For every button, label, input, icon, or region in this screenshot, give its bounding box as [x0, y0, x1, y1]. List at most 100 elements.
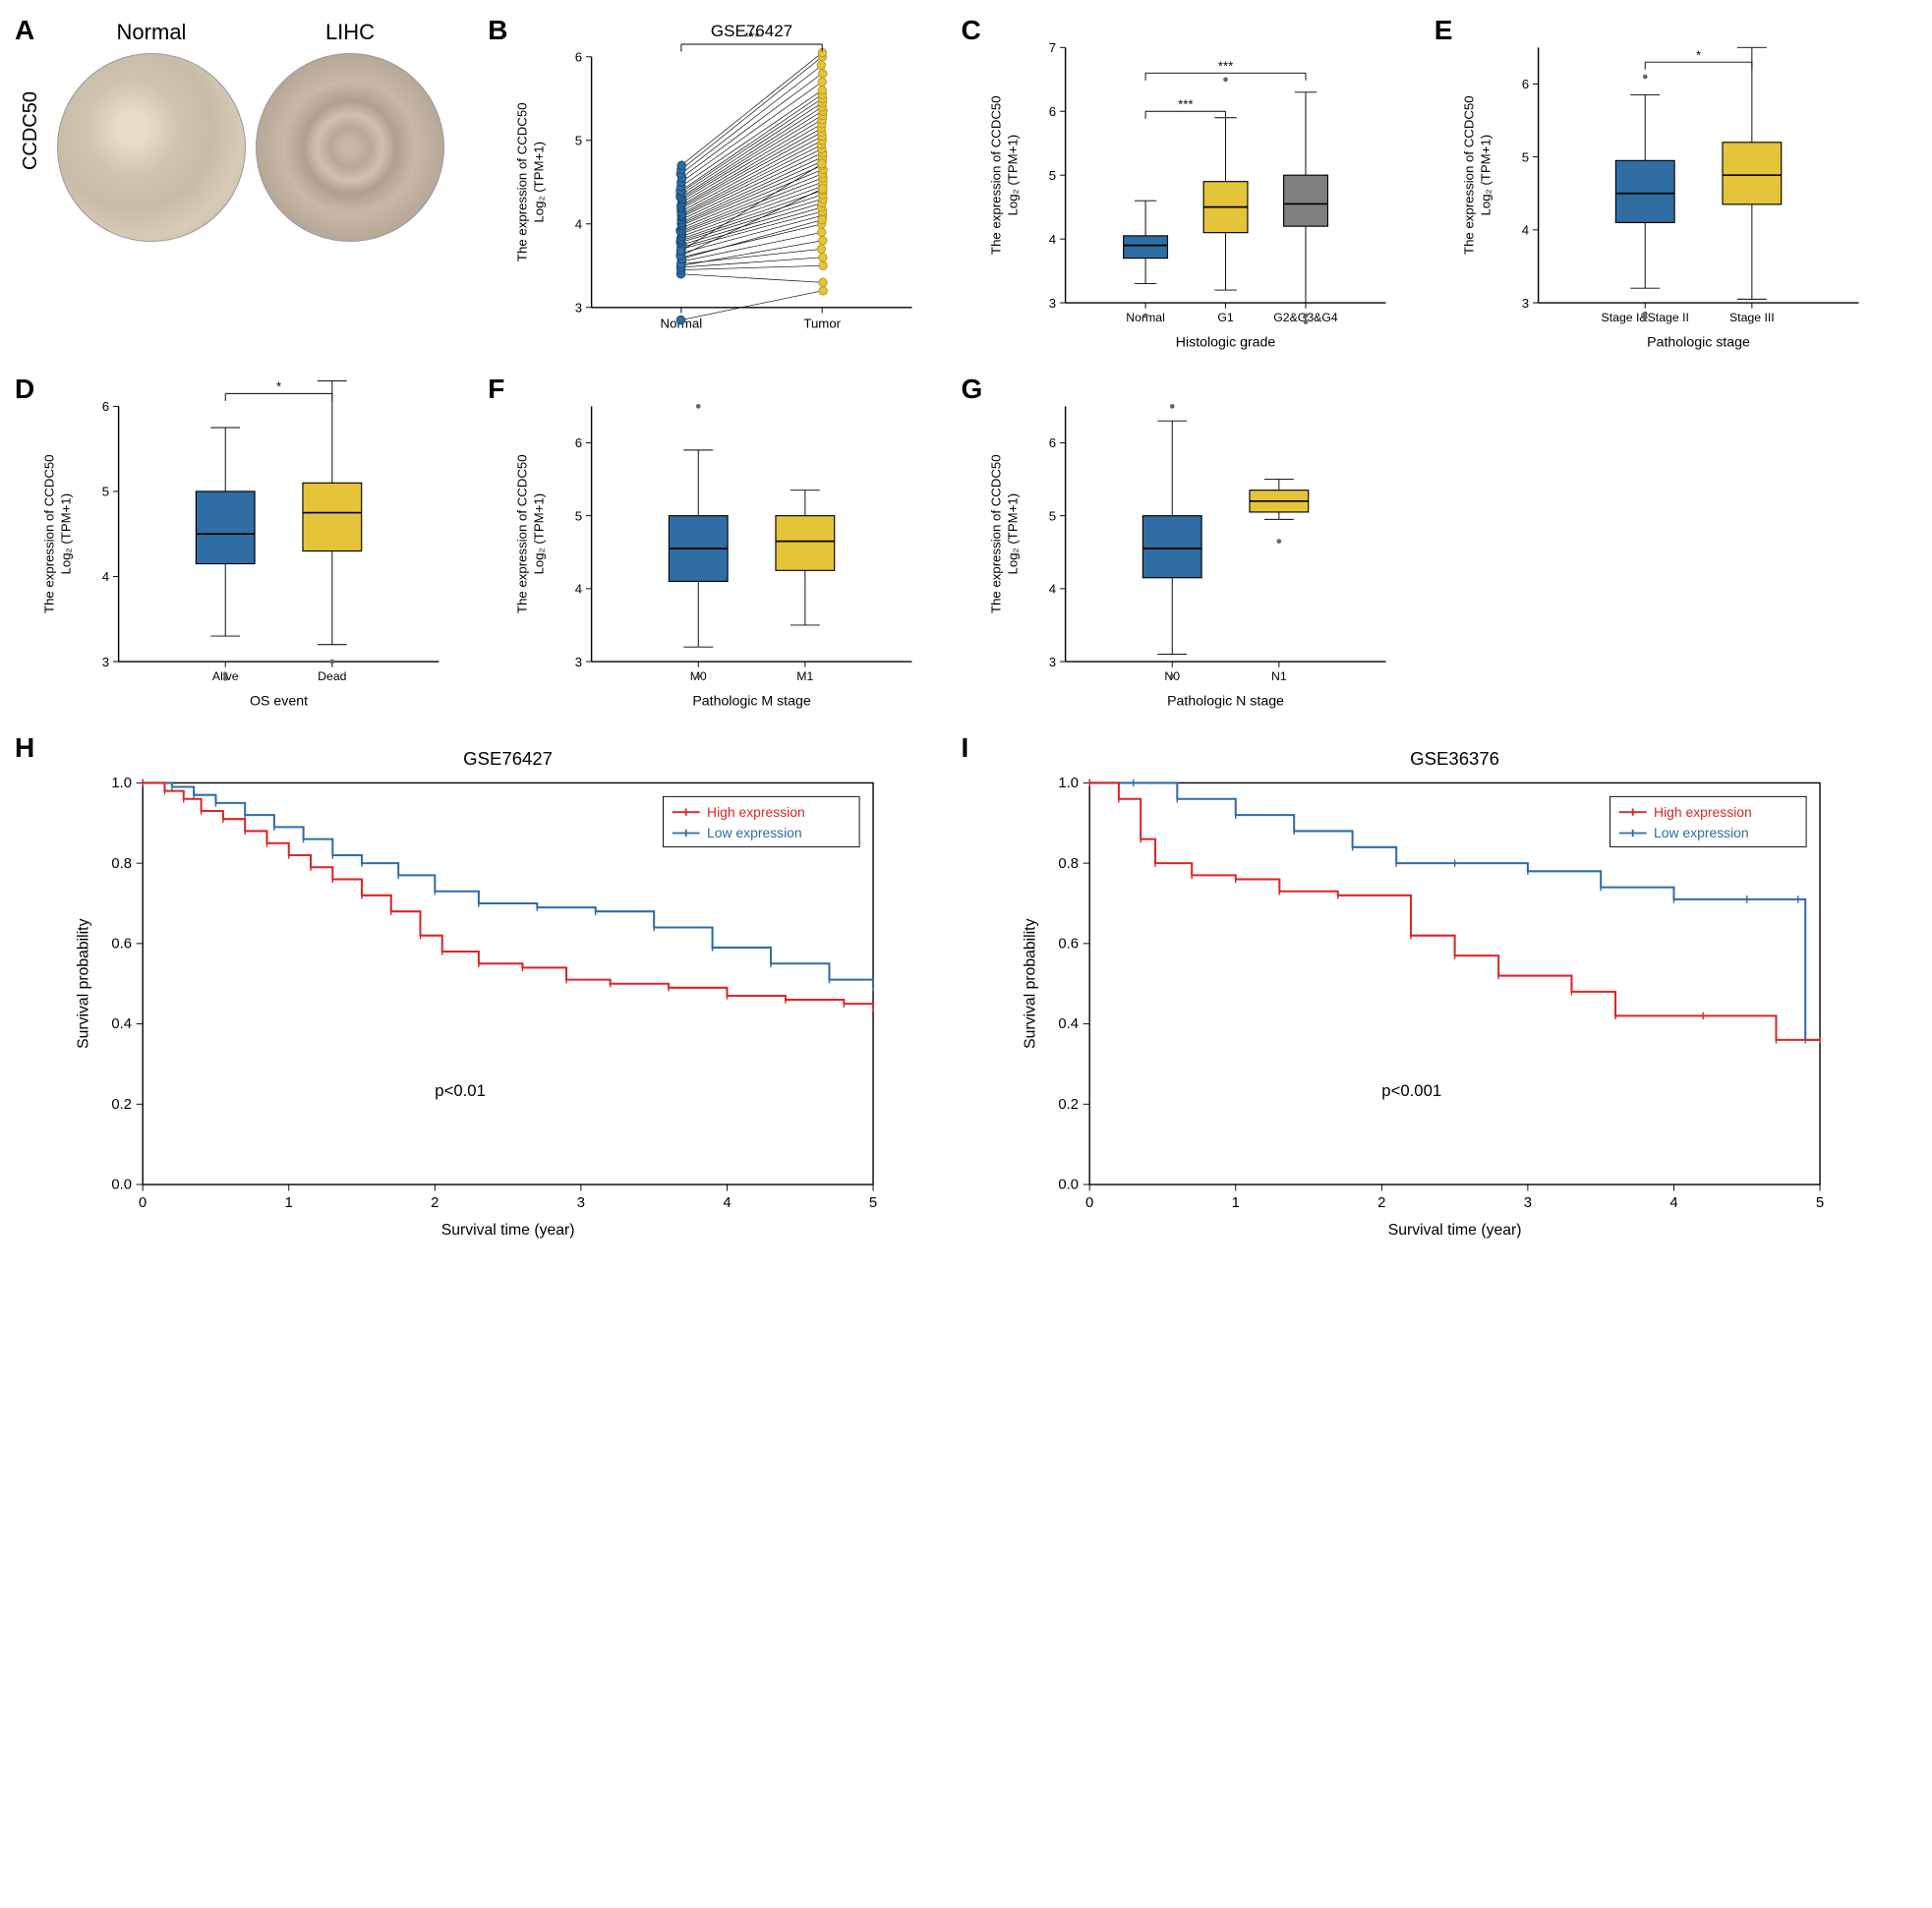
svg-text:Survival probability: Survival probability [75, 918, 91, 1048]
panel-d: D3456AliveDead*OS eventThe expression of… [20, 378, 468, 713]
svg-text:6: 6 [1048, 435, 1055, 450]
histology-row: CCDC50 Normal LIHC [20, 20, 468, 242]
svg-text:Dead: Dead [318, 669, 347, 683]
panel-a: A CCDC50 Normal LIHC [20, 20, 468, 354]
svg-text:6: 6 [1048, 104, 1055, 119]
svg-text:3: 3 [1048, 655, 1055, 669]
svg-text:***: *** [1217, 58, 1232, 73]
svg-text:0.0: 0.0 [111, 1178, 132, 1193]
svg-text:The expression of CCDC50: The expression of CCDC50 [1461, 95, 1476, 255]
svg-text:GSE76427: GSE76427 [711, 22, 792, 40]
svg-text:The expression of CCDC50: The expression of CCDC50 [988, 454, 1003, 613]
svg-text:Low expression: Low expression [707, 825, 802, 840]
svg-text:The expression of CCDC50: The expression of CCDC50 [515, 454, 530, 613]
svg-text:3: 3 [102, 655, 109, 669]
svg-text:3: 3 [577, 1195, 585, 1211]
svg-text:5: 5 [575, 134, 582, 148]
svg-text:0: 0 [1085, 1195, 1093, 1211]
figure-grid: A CCDC50 Normal LIHC B3456NormalTumor***… [20, 20, 1888, 1248]
svg-text:1.0: 1.0 [111, 776, 132, 791]
svg-text:4: 4 [1048, 582, 1055, 597]
svg-text:3: 3 [575, 655, 582, 669]
svg-text:5: 5 [1048, 168, 1055, 183]
svg-text:0.8: 0.8 [111, 856, 132, 872]
svg-text:p<0.001: p<0.001 [1381, 1081, 1441, 1100]
svg-text:N1: N1 [1271, 669, 1287, 683]
svg-text:0.4: 0.4 [111, 1016, 132, 1032]
histology-normal: Normal [57, 20, 246, 242]
svg-text:4: 4 [1522, 223, 1529, 238]
svg-text:0.8: 0.8 [1058, 856, 1079, 872]
panel-c: C34567NormalG1G2&G3&G4******Histologic g… [966, 20, 1415, 354]
svg-text:4: 4 [723, 1195, 731, 1211]
svg-text:Log₂ (TPM+1): Log₂ (TPM+1) [1478, 135, 1493, 216]
histology-img-normal [57, 53, 246, 242]
svg-text:Log₂ (TPM+1): Log₂ (TPM+1) [59, 493, 74, 575]
svg-text:Log₂ (TPM+1): Log₂ (TPM+1) [1005, 135, 1020, 216]
svg-text:4: 4 [575, 582, 582, 597]
svg-text:OS event: OS event [250, 693, 308, 709]
svg-text:G1: G1 [1217, 311, 1234, 324]
svg-text:4: 4 [1669, 1195, 1677, 1211]
svg-text:Pathologic stage: Pathologic stage [1647, 334, 1750, 350]
svg-text:The expression of CCDC50: The expression of CCDC50 [515, 102, 530, 261]
svg-text:0.2: 0.2 [1058, 1097, 1079, 1113]
svg-text:3: 3 [1048, 296, 1055, 311]
svg-text:High expression: High expression [1654, 804, 1752, 820]
svg-text:4: 4 [575, 217, 582, 232]
svg-text:3: 3 [1522, 296, 1529, 311]
svg-text:5: 5 [102, 485, 109, 499]
svg-text:4: 4 [1048, 232, 1055, 247]
svg-text:The expression of CCDC50: The expression of CCDC50 [988, 95, 1003, 255]
gene-label: CCDC50 [20, 91, 42, 170]
histology-lihc: LIHC [256, 20, 444, 242]
svg-text:0.6: 0.6 [1058, 937, 1079, 953]
svg-text:M1: M1 [797, 669, 814, 683]
svg-text:0.2: 0.2 [111, 1097, 132, 1113]
svg-text:*: * [1696, 47, 1701, 62]
svg-text:2: 2 [431, 1195, 439, 1211]
svg-text:5: 5 [869, 1195, 877, 1211]
panel-e: E3456Stage I&Stage IIStage III*Pathologi… [1439, 20, 1888, 354]
svg-text:6: 6 [1522, 77, 1529, 91]
svg-text:6: 6 [102, 399, 109, 414]
svg-text:1: 1 [1231, 1195, 1239, 1211]
panel-f: F3456M0M1Pathologic M stageThe expressio… [493, 378, 941, 713]
svg-text:3: 3 [1523, 1195, 1531, 1211]
svg-text:Log₂ (TPM+1): Log₂ (TPM+1) [1005, 493, 1020, 575]
svg-text:3: 3 [575, 301, 582, 316]
lihc-title: LIHC [325, 20, 375, 45]
svg-text:Histologic grade: Histologic grade [1175, 334, 1275, 350]
svg-text:0.4: 0.4 [1058, 1016, 1079, 1032]
panel-g: G3456N0N1Pathologic N stageThe expressio… [966, 378, 1415, 713]
svg-text:6: 6 [575, 50, 582, 65]
svg-text:4: 4 [102, 569, 109, 584]
svg-text:7: 7 [1048, 40, 1055, 55]
svg-text:Survival time (year): Survival time (year) [1387, 1222, 1521, 1239]
svg-text:Survival probability: Survival probability [1022, 918, 1038, 1048]
svg-text:Tumor: Tumor [804, 317, 842, 331]
svg-text:GSE76427: GSE76427 [463, 748, 553, 769]
panel-label-a: A [15, 15, 34, 46]
svg-text:Stage III: Stage III [1729, 311, 1775, 324]
svg-text:1: 1 [285, 1195, 293, 1211]
svg-text:Pathologic M stage: Pathologic M stage [693, 693, 812, 709]
panel-b: B3456NormalTumor***GSE76427The expressio… [493, 20, 941, 354]
histology-img-lihc [256, 53, 444, 242]
svg-text:5: 5 [1048, 508, 1055, 523]
svg-text:0.0: 0.0 [1058, 1178, 1079, 1193]
svg-text:2: 2 [1377, 1195, 1385, 1211]
panel-i: I0.00.20.40.60.81.0012345High expression… [966, 737, 1889, 1248]
svg-text:p<0.01: p<0.01 [435, 1081, 486, 1100]
svg-text:Pathologic N stage: Pathologic N stage [1167, 693, 1284, 709]
svg-text:Log₂ (TPM+1): Log₂ (TPM+1) [532, 493, 547, 575]
svg-text:***: *** [1178, 96, 1193, 111]
svg-text:High expression: High expression [707, 804, 805, 820]
svg-text:5: 5 [1522, 149, 1529, 164]
svg-text:Log₂ (TPM+1): Log₂ (TPM+1) [532, 142, 547, 223]
svg-text:0.6: 0.6 [111, 937, 132, 953]
svg-text:5: 5 [1815, 1195, 1823, 1211]
svg-text:Survival time (year): Survival time (year) [441, 1222, 575, 1239]
normal-title: Normal [117, 20, 187, 45]
svg-text:6: 6 [575, 435, 582, 450]
